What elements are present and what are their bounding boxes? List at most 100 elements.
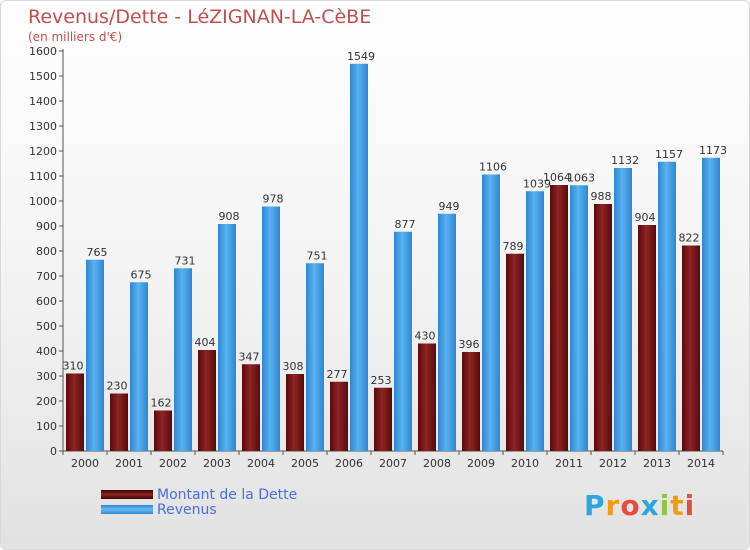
revenue-value-label: 1549: [347, 50, 375, 63]
y-tick-label: 1100: [29, 170, 57, 183]
debt-value-label: 310: [63, 360, 84, 373]
legend-item-revenue: Revenus: [101, 501, 297, 518]
logo-letter: o: [620, 489, 641, 522]
revenue-value-label: 731: [175, 254, 196, 267]
revenue-value-label: 1173: [699, 144, 727, 157]
y-tick-label: 400: [36, 345, 57, 358]
x-tick-label: 2009: [467, 457, 495, 470]
debt-bar: [506, 253, 524, 451]
y-tick-label: 1200: [29, 145, 57, 158]
y-tick-label: 700: [36, 270, 57, 283]
debt-bar: [110, 393, 128, 451]
debt-value-label: 277: [327, 368, 348, 381]
x-tick-label: 2008: [423, 457, 451, 470]
revenue-bar: [394, 231, 412, 451]
revenue-value-label: 908: [219, 210, 240, 223]
debt-bar: [594, 204, 612, 451]
revenue-bar: [614, 168, 632, 451]
debt-bar: [374, 387, 392, 451]
revenue-bar: [526, 191, 544, 451]
debt-bar: [462, 352, 480, 451]
debt-bar: [682, 245, 700, 451]
debt-bar: [330, 381, 348, 451]
debt-value-label: 308: [283, 360, 304, 373]
debt-value-label: 404: [195, 336, 216, 349]
x-tick-label: 2003: [203, 457, 231, 470]
debt-bar: [418, 343, 436, 451]
debt-value-label: 396: [459, 338, 480, 351]
y-tick-label: 1000: [29, 195, 57, 208]
legend-swatch-debt: [101, 490, 153, 499]
debt-value-label: 347: [239, 350, 260, 363]
chart-subtitle: (en milliers d'€): [28, 30, 123, 44]
revenue-value-label: 1106: [479, 161, 507, 174]
y-tick-label: 500: [36, 320, 57, 333]
y-tick-label: 600: [36, 295, 57, 308]
x-tick-label: 2002: [159, 457, 187, 470]
debt-bar: [550, 185, 568, 451]
debt-value-label: 822: [679, 232, 700, 245]
revenue-value-label: 1063: [567, 171, 595, 184]
legend-label-revenue: Revenus: [157, 501, 217, 518]
revenue-bar: [174, 268, 192, 451]
revenue-value-label: 1039: [523, 177, 551, 190]
chart-data-labels: 310 765 230 675 162 731 404 908 347 978 308 751 277 1…: [63, 50, 728, 410]
chart-legend: Montant de la Dette Revenus: [101, 486, 298, 518]
debt-value-label: 230: [107, 380, 128, 393]
chart-axes: 0 100 200 300 400 500 600 700 800 900 1000 1100 1200…: [29, 45, 724, 470]
debt-value-label: 988: [591, 190, 612, 203]
debt-value-label: 789: [503, 240, 524, 253]
x-tick-label: 2013: [643, 457, 671, 470]
x-tick-label: 2007: [379, 457, 407, 470]
revenue-value-label: 1157: [655, 148, 683, 161]
revenue-bar: [350, 63, 368, 451]
debt-bar: [242, 364, 260, 451]
logo-letter: i: [684, 489, 696, 522]
revenue-value-label: 877: [395, 218, 416, 231]
revenue-value-label: 978: [263, 193, 284, 206]
x-tick-label: 2005: [291, 457, 319, 470]
revenue-bar: [702, 157, 720, 451]
debt-value-label: 430: [415, 330, 436, 343]
y-tick-label: 0: [50, 445, 57, 458]
y-tick-label: 300: [36, 370, 57, 383]
y-tick-label: 100: [36, 420, 57, 433]
x-tick-label: 2011: [555, 457, 583, 470]
x-tick-label: 2012: [599, 457, 627, 470]
revenue-value-label: 765: [87, 246, 108, 259]
revenue-bar: [658, 161, 676, 451]
revenue-value-label: 1132: [611, 154, 639, 167]
logo-letter: r: [605, 489, 621, 522]
debt-bar: [286, 374, 304, 451]
revenue-bar: [438, 213, 456, 451]
revenue-bar: [482, 174, 500, 451]
x-tick-label: 2000: [71, 457, 99, 470]
y-tick-label: 900: [36, 220, 57, 233]
legend-swatch-revenue: [101, 505, 153, 514]
chart-title: Revenus/Dette - LéZIGNAN-LA-CèBE: [28, 6, 372, 28]
y-tick-label: 200: [36, 395, 57, 408]
proxiti-logo: Proxiti: [584, 489, 695, 522]
legend-item-debt: Montant de la Dette: [101, 486, 298, 503]
y-tick-label: 800: [36, 245, 57, 258]
legend-label-debt: Montant de la Dette: [157, 486, 298, 503]
revenue-bar: [570, 185, 588, 451]
debt-bar: [638, 225, 656, 451]
y-tick-label: 1400: [29, 95, 57, 108]
x-tick-label: 2010: [511, 457, 539, 470]
revenue-bar: [86, 259, 104, 451]
revenue-value-label: 949: [439, 200, 460, 213]
x-tick-label: 2001: [115, 457, 143, 470]
y-tick-label: 1500: [29, 70, 57, 83]
debt-value-label: 1064: [543, 171, 571, 184]
x-tick-label: 2006: [335, 457, 363, 470]
x-tick-label: 2004: [247, 457, 275, 470]
logo-letter: t: [670, 489, 685, 522]
debt-bar: [198, 350, 216, 451]
debt-value-label: 162: [151, 397, 172, 410]
logo-letter: x: [640, 489, 660, 522]
revenue-bar: [218, 224, 236, 451]
logo-letter: i: [659, 489, 671, 522]
y-tick-label: 1300: [29, 120, 57, 133]
